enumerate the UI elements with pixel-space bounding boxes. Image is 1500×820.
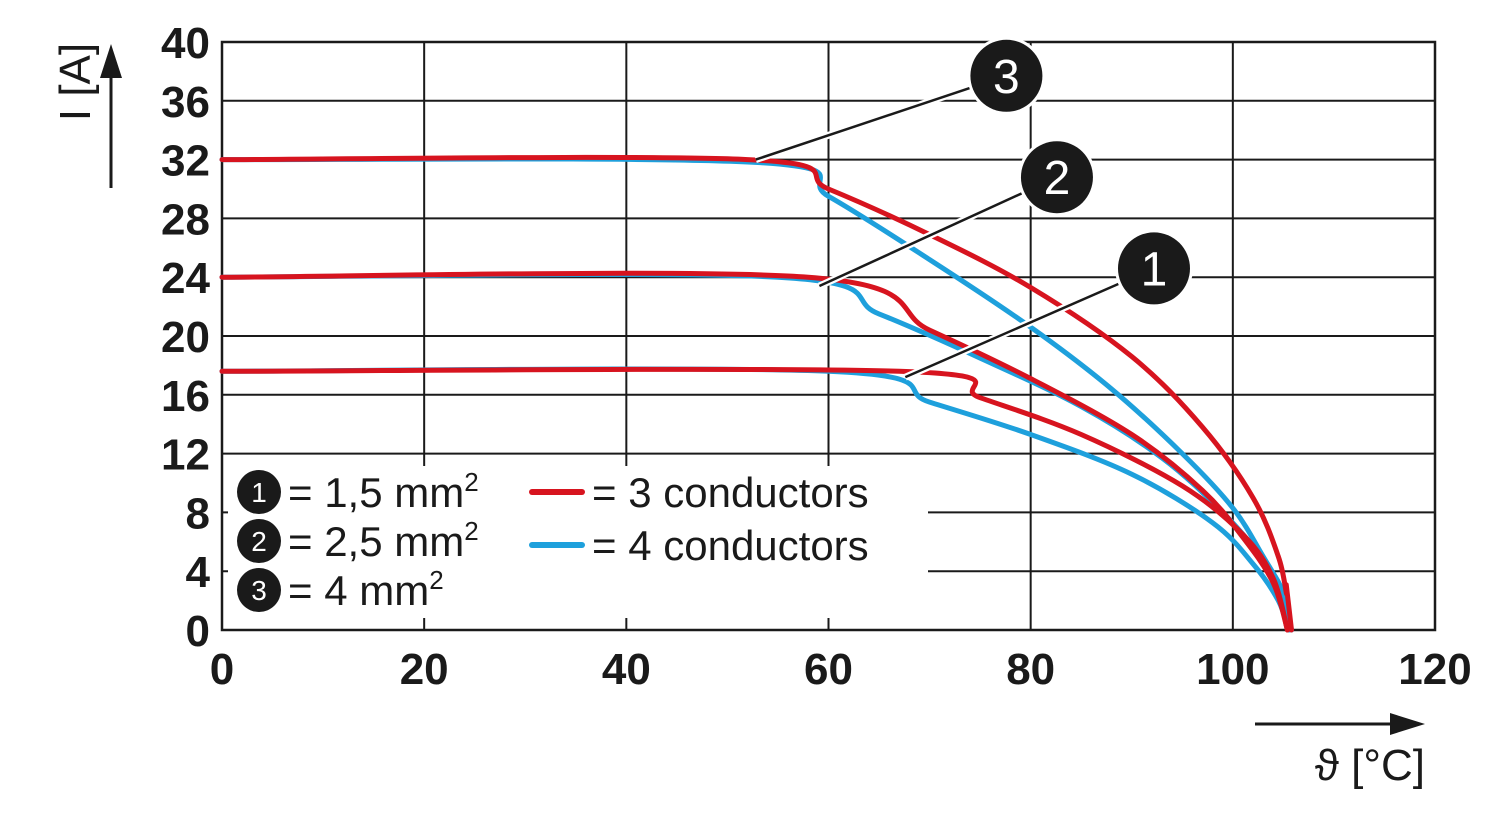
legend-cross-section-label: = 2,5 mm2 [288,516,479,565]
y-axis-arrow-icon [100,44,122,78]
legend-marker-label: 1 [251,477,267,508]
y-tick-label: 12 [161,431,210,480]
legend-marker [237,519,281,563]
callout-circle [1117,232,1190,305]
curve-1-3-conductors [219,366,1290,633]
callout-label: 2 [1044,152,1071,205]
y-tick-label: 40 [161,19,210,68]
curve-3-3-conductors [219,154,1294,633]
x-tick-label: 0 [210,645,234,694]
callouts: 32 1 [754,36,1193,381]
legend-marker-label: 3 [251,575,267,606]
x-axis-label: ϑ [°C] [1315,741,1425,790]
curve-2-3-conductors [219,270,1290,633]
y-axis-label: I [A] [51,43,100,121]
legend-conductor-label: = 4 conductors [592,522,869,569]
y-tick-label: 8 [186,489,210,538]
legend-marker [237,568,281,612]
x-tick-label: 80 [1006,645,1055,694]
x-tick-label: 40 [602,645,651,694]
y-tick-label: 32 [161,137,210,186]
callout-label: 1 [1141,243,1168,296]
x-axis-arrow-icon [1390,713,1425,735]
y-tick-label: 4 [186,548,211,597]
legend-marker-label: 2 [251,526,267,557]
legend-conductor-label: = 3 conductors [592,469,869,516]
y-tick-label: 28 [161,195,210,244]
callout-leader-line [904,280,1125,379]
y-tick-label: 16 [161,372,210,421]
x-tick-label: 120 [1398,645,1471,694]
x-tick-label: 100 [1196,645,1269,694]
legend-superscript: 2 [464,467,478,497]
y-tick-label: 0 [186,607,210,656]
y-tick-label: 24 [161,254,210,303]
plot-frame [220,40,1437,632]
legend-superscript: 2 [429,565,443,595]
callout-leader-line [755,84,977,161]
x-axis-label-group: ϑ [°C] [1255,713,1425,790]
callout-circle [1020,141,1093,214]
legend-cross-section-label: = 1,5 mm2 [288,467,479,516]
y-axis-label-group: I [A] [51,43,122,188]
legend-marker [237,470,281,514]
callout-leader-line [818,189,1029,288]
callout-circle [970,39,1043,112]
x-tick-label: 60 [804,645,853,694]
legend-superscript: 2 [464,516,478,546]
legend-cross-section-label: = 4 mm2 [288,565,444,614]
x-tick-label: 20 [400,645,449,694]
y-tick-label: 20 [161,313,210,362]
y-tick-label: 36 [161,78,210,127]
callout-label: 3 [993,51,1020,104]
